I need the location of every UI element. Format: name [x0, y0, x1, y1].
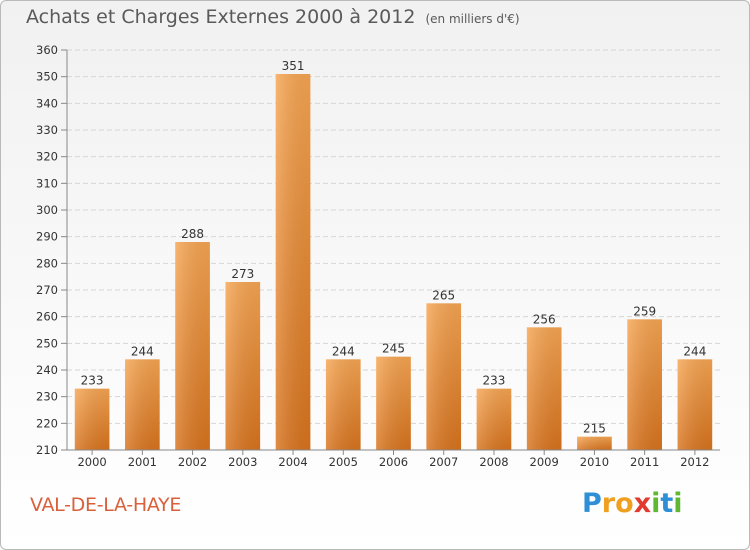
bar-value-label: 245	[382, 342, 405, 356]
bar-value-label: 351	[282, 59, 305, 73]
proxiti-logo[interactable]: Proxiti	[582, 488, 683, 519]
bars: 233 244 288 273 351 244 245 265 233 256 215 259 244	[74, 59, 713, 450]
bar-shade	[526, 327, 562, 450]
y-tick-label: 210	[36, 443, 58, 457]
y-tick-label: 300	[36, 203, 58, 217]
logo-letter: P	[582, 488, 602, 519]
y-tick-label: 220	[36, 416, 58, 430]
bar-value-label: 233	[81, 374, 104, 388]
x-tick-label: 2004	[278, 455, 307, 469]
bar-value-label: 233	[483, 374, 506, 388]
logo-letter: r	[601, 488, 616, 519]
bar-shade	[275, 74, 311, 450]
x-tick-label: 2000	[77, 455, 106, 469]
y-tick-label: 310	[36, 176, 58, 190]
y-tick-label: 250	[36, 336, 58, 350]
bar-value-label: 265	[432, 288, 455, 302]
x-tick-label: 2003	[228, 455, 257, 469]
y-axis: 210 220 230 240 250 260 270 280 290 300 310 320 330 3…	[36, 43, 68, 457]
x-tick-label: 2008	[479, 455, 508, 469]
y-tick-label: 350	[36, 70, 58, 84]
logo-letter: x	[633, 488, 652, 519]
bar-shade	[125, 359, 160, 450]
y-tick-label: 260	[36, 310, 58, 324]
bar-shade	[577, 436, 612, 450]
y-tick-label: 360	[36, 43, 58, 57]
logo-letter: i	[651, 488, 661, 519]
bar-shade	[476, 388, 512, 450]
bar-value-label: 244	[683, 344, 706, 358]
x-tick-label: 2011	[630, 455, 659, 469]
bar-shade	[426, 303, 462, 450]
bar-shade	[74, 388, 110, 450]
logo-letter: t	[660, 488, 674, 519]
y-tick-label: 270	[36, 283, 58, 297]
x-tick-label: 2009	[530, 455, 559, 469]
x-tick-label: 2012	[680, 455, 709, 469]
x-tick-label: 2002	[178, 455, 207, 469]
chart-title-text: Achats et Charges Externes 2000 à 2012	[26, 6, 416, 28]
y-tick-label: 240	[36, 363, 58, 377]
bar-value-label: 215	[583, 422, 606, 436]
bar-shade	[677, 359, 713, 450]
y-tick-label: 330	[36, 123, 58, 137]
bar-value-label: 244	[332, 344, 355, 358]
x-tick-label: 2006	[379, 455, 408, 469]
y-tick-label: 290	[36, 230, 58, 244]
bar-value-label: 244	[131, 344, 154, 358]
bar-shade	[325, 359, 361, 450]
bar-shade	[627, 319, 662, 450]
bar-value-label: 273	[231, 267, 254, 281]
y-tick-label: 280	[36, 256, 58, 270]
x-tick-label: 2007	[429, 455, 458, 469]
x-tick-label: 2005	[329, 455, 358, 469]
chart-subtitle: (en milliers d'€)	[425, 12, 520, 26]
x-tick-label: 2001	[128, 455, 157, 469]
logo-letter: o	[615, 488, 634, 519]
bar-shade	[225, 282, 261, 450]
y-tick-label: 230	[36, 390, 58, 404]
bar-shade	[175, 242, 210, 450]
logo-letter: i	[673, 488, 683, 519]
chart-title: Achats et Charges Externes 2000 à 2012 (e…	[26, 6, 520, 28]
bar-value-label: 256	[533, 312, 556, 326]
bar-shade	[376, 356, 411, 450]
commune-name: VAL-DE-LA-HAYE	[30, 494, 182, 516]
bar-value-label: 288	[181, 227, 204, 241]
y-tick-label: 340	[36, 96, 58, 110]
x-tick-label: 2010	[580, 455, 609, 469]
y-tick-label: 320	[36, 150, 58, 164]
x-axis: 2000 2001 2002 2003 2004 2005 2006 2007 2008 2009…	[67, 449, 720, 469]
bar-value-label: 259	[633, 304, 656, 318]
